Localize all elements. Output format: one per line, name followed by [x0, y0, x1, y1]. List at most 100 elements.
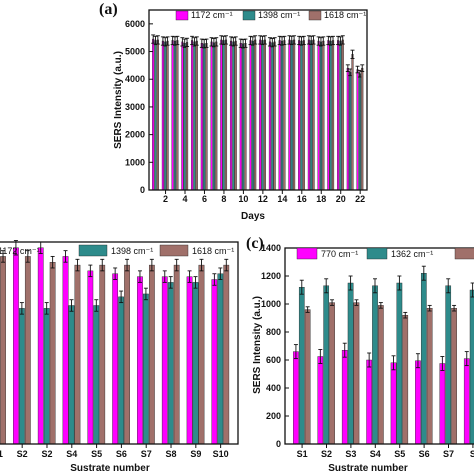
x-tick-label: 14 — [277, 194, 287, 204]
bar-a-s1-12 — [271, 42, 274, 191]
bar-a-s0-7 — [220, 39, 223, 191]
legend-swatch — [296, 247, 318, 260]
legend-swatch — [308, 10, 322, 21]
bar-b-s1-6 — [143, 293, 149, 445]
bar-b-s1-2 — [43, 308, 50, 445]
bar-a-s0-12 — [268, 41, 272, 191]
bar-b-s0-3 — [62, 256, 69, 445]
y-tick-label: 6000 — [125, 19, 145, 29]
x-tick-label: 12 — [258, 194, 268, 204]
x-tick-label: S2 — [17, 449, 28, 459]
bar-b-s2-8 — [198, 264, 205, 445]
legend-label: 1618 cm⁻¹ — [324, 10, 366, 20]
bar-b-s1-3 — [68, 305, 75, 445]
bar-b-s2-2 — [49, 262, 56, 445]
x-tick-label: S7 — [141, 449, 152, 459]
bar-a-s1-3 — [183, 43, 186, 191]
bar-a-s0-21 — [356, 69, 359, 191]
bar-c-s0-0 — [293, 351, 299, 445]
bar-b-s2-1 — [24, 256, 31, 445]
bar-a-s1-16 — [310, 40, 313, 191]
bar-a-s0-11 — [259, 39, 262, 191]
bar-a-s2-12 — [273, 41, 276, 191]
x-tick-label: 16 — [297, 194, 307, 204]
y-tick-label: 2000 — [125, 130, 145, 140]
bar-a-s1-21 — [358, 73, 361, 191]
bar-b-s1-1 — [19, 308, 25, 445]
bar-b-s0-6 — [137, 276, 143, 445]
bar-b-s0-4 — [87, 270, 94, 445]
bar-b-s0-5 — [112, 273, 119, 445]
legend-label: 1172 cm⁻¹ — [191, 10, 233, 20]
bar-c-s1-2 — [347, 282, 354, 445]
x-tick-label: 6 — [202, 194, 207, 204]
legend-swatch — [366, 247, 388, 260]
x-tick-label: S7 — [443, 449, 454, 459]
bar-a-s2-3 — [185, 42, 189, 191]
bar-a-s2-8 — [234, 40, 237, 191]
bar-a-s0-5 — [200, 43, 203, 191]
y-tick-label: 1400 — [261, 243, 281, 253]
chart-a-xlabel: Days — [241, 211, 265, 222]
bar-c-s1-0 — [298, 287, 305, 445]
bar-b-s1-5 — [118, 296, 124, 445]
bar-a-s0-1 — [161, 40, 164, 191]
x-tick-label: S3 — [345, 449, 356, 459]
bar-a-s0-4 — [191, 40, 194, 191]
x-tick-label: S1 — [0, 449, 3, 459]
bar-a-s1-7 — [222, 40, 225, 191]
bar-a-s0-17 — [317, 40, 320, 191]
y-tick-label: 1200 — [261, 271, 281, 281]
bar-c-s0-4 — [390, 362, 397, 445]
bar-a-s1-19 — [339, 40, 342, 191]
bar-a-s0-6 — [210, 41, 213, 191]
bar-b-s2-9 — [223, 264, 230, 445]
bar-a-s0-0 — [152, 38, 155, 191]
bar-a-s2-13 — [283, 40, 286, 191]
bar-a-s0-20 — [346, 67, 349, 191]
bar-a-s0-9 — [239, 43, 242, 191]
y-tick-label: 400 — [266, 383, 281, 393]
bar-b-s0-8 — [186, 276, 193, 445]
plot-frame — [0, 241, 239, 445]
bar-a-s2-4 — [195, 40, 198, 191]
x-tick-label: 18 — [316, 194, 326, 204]
bar-a-s0-18 — [327, 40, 330, 191]
bar-b-s0-9 — [211, 279, 218, 445]
bar-a-s1-11 — [261, 40, 264, 191]
bar-c-s1-3 — [372, 285, 378, 445]
bar-a-s2-18 — [331, 40, 335, 191]
chart-b-xlabel: Sustrate number — [70, 463, 150, 474]
bar-a-s2-15 — [302, 40, 305, 191]
chart-c: 0 200 400 600 800 1000 1200 1400 S1 S2 S3 S4 S5 S6 S7 S… — [261, 243, 474, 459]
chart-c-ylabel: SERS Intensity (a.u.) — [252, 296, 263, 394]
bar-a-s2-7 — [224, 39, 228, 191]
x-tick-label: S — [470, 449, 474, 459]
x-tick-label: S5 — [394, 449, 405, 459]
bar-b-s0-1 — [13, 247, 19, 445]
legend-label: 1362 cm⁻¹ — [391, 249, 433, 259]
bar-c-s1-5 — [420, 273, 427, 445]
bar-a-s2-10 — [254, 39, 257, 191]
y-tick-label: 3000 — [125, 102, 145, 112]
x-tick-label: S4 — [66, 449, 77, 459]
x-tick-label: S9 — [190, 449, 201, 459]
bar-c-s2-6 — [451, 308, 457, 445]
legend-label: 1172 cm⁻¹ — [0, 246, 40, 256]
bar-b-s0-7 — [161, 276, 168, 445]
legend-swatch — [78, 244, 108, 257]
bar-a-s2-21 — [361, 67, 364, 191]
bar-c-s2-0 — [304, 309, 311, 445]
x-tick-label: 10 — [238, 194, 248, 204]
bar-a-s1-0 — [154, 40, 157, 191]
bar-b-s2-3 — [74, 264, 81, 445]
x-tick-label: S6 — [419, 449, 430, 459]
bar-c-s1-1 — [323, 285, 330, 445]
bar-a-s2-20 — [351, 54, 354, 191]
bar-a-s0-14 — [288, 39, 291, 191]
legend-swatch — [454, 247, 474, 260]
chart-b: S1 S2 S2 S4 S5 S6 S7 S8 S9 S10 1172 cm⁻¹ 1398 cm⁻¹ 1… — [0, 240, 239, 459]
bar-b-s2-4 — [99, 264, 106, 445]
legend-label: 1398 cm⁻¹ — [111, 246, 153, 256]
bar-c-s1-4 — [396, 282, 403, 445]
